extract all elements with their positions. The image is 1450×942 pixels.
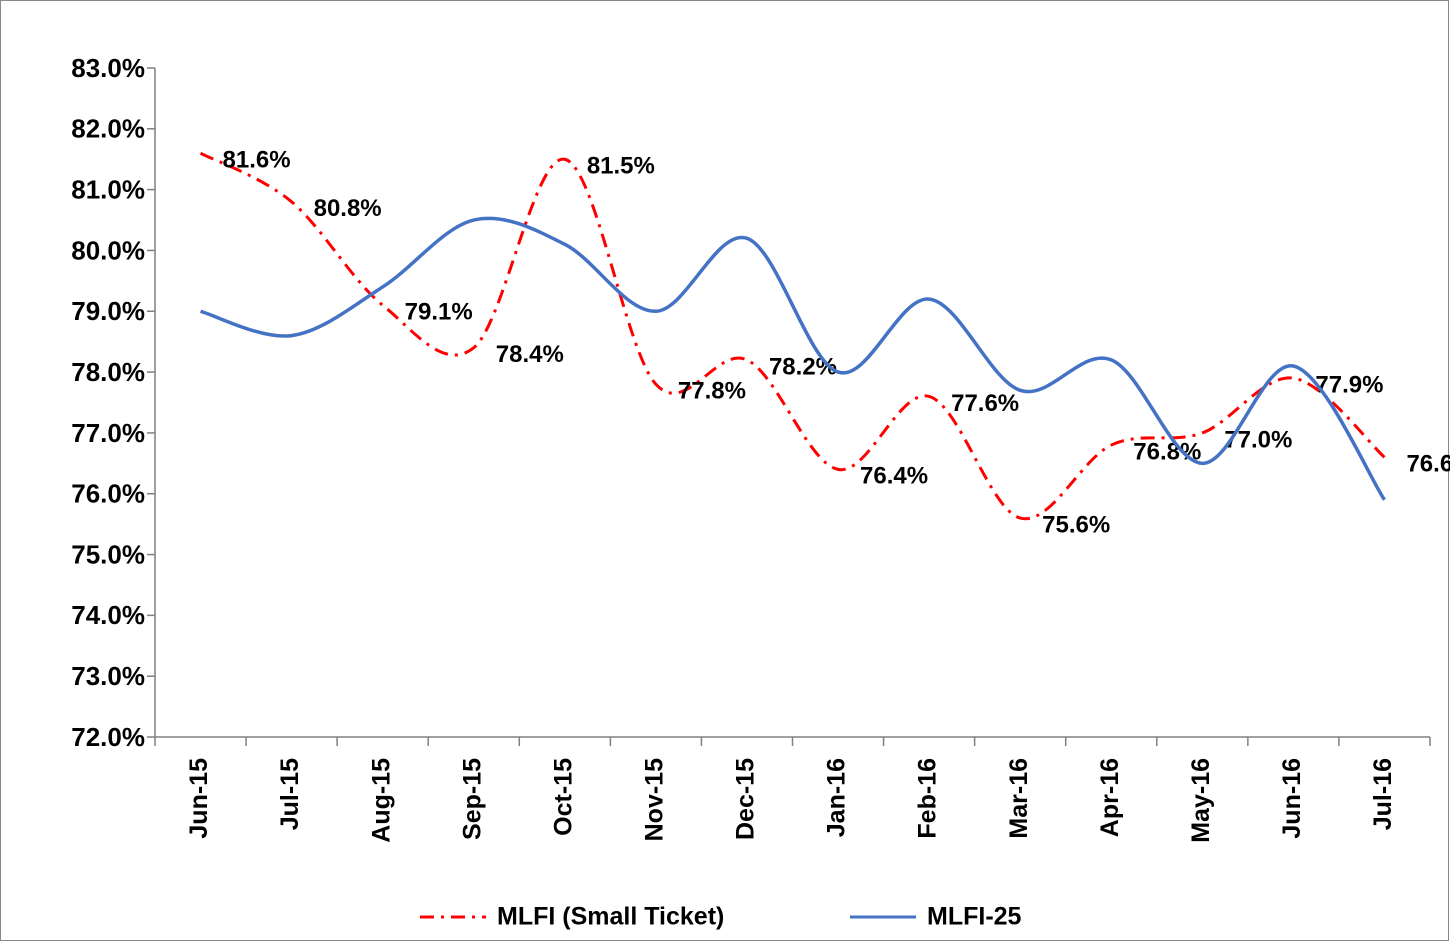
data-label: 77.8% (678, 378, 746, 405)
x-tick-label: Jun-15 (185, 758, 213, 839)
series-line (199, 151, 1386, 521)
data-label: 81.6% (223, 146, 291, 173)
y-tick-label: 81.0% (71, 175, 145, 205)
data-label: 79.1% (405, 299, 473, 326)
x-tick-label: May-16 (1187, 758, 1215, 843)
x-tick-label: Oct-15 (549, 758, 577, 836)
x-tick-label: Jul-15 (276, 758, 304, 830)
data-label: 76.6% (1406, 451, 1450, 478)
data-label: 77.9% (1315, 372, 1383, 399)
data-label: 78.4% (496, 341, 564, 368)
x-tick-label: Jan-16 (823, 758, 851, 837)
x-tick-label: Aug-15 (367, 758, 395, 843)
x-tick-label: Apr-16 (1096, 758, 1124, 837)
legend-label: MLFI (Small Ticket) (497, 903, 724, 931)
series-line (200, 216, 1386, 501)
y-tick-label: 77.0% (71, 418, 145, 448)
y-tick-label: 82.0% (71, 114, 145, 144)
y-tick-label: 73.0% (71, 661, 145, 691)
y-tick-label: 78.0% (71, 357, 145, 387)
y-tick-label: 74.0% (71, 600, 145, 630)
x-tick-label: Feb-16 (914, 758, 942, 839)
y-tick-label: 83.0% (71, 53, 145, 83)
x-tick-label: Dec-15 (732, 758, 760, 840)
y-tick-label: 75.0% (71, 539, 145, 569)
data-label: 77.0% (1224, 426, 1292, 453)
y-tick-label: 76.0% (71, 479, 145, 509)
data-label: 80.8% (314, 195, 382, 222)
data-label: 81.5% (587, 153, 655, 180)
y-tick-label: 80.0% (71, 235, 145, 265)
data-label: 78.2% (769, 353, 837, 380)
x-tick-label: Sep-15 (458, 758, 486, 840)
x-tick-label: Nov-15 (641, 758, 669, 841)
data-label: 75.6% (1042, 511, 1110, 538)
x-tick-label: Mar-16 (1005, 758, 1033, 839)
y-tick-label: 79.0% (71, 296, 145, 326)
data-label: 76.8% (1133, 438, 1201, 465)
data-label: 76.4% (860, 463, 928, 490)
legend-label: MLFI-25 (927, 903, 1022, 931)
y-tick-label: 72.0% (71, 722, 145, 752)
x-tick-label: Jun-16 (1278, 758, 1306, 839)
data-label: 77.6% (951, 390, 1019, 417)
x-tick-label: Jul-16 (1369, 758, 1397, 830)
